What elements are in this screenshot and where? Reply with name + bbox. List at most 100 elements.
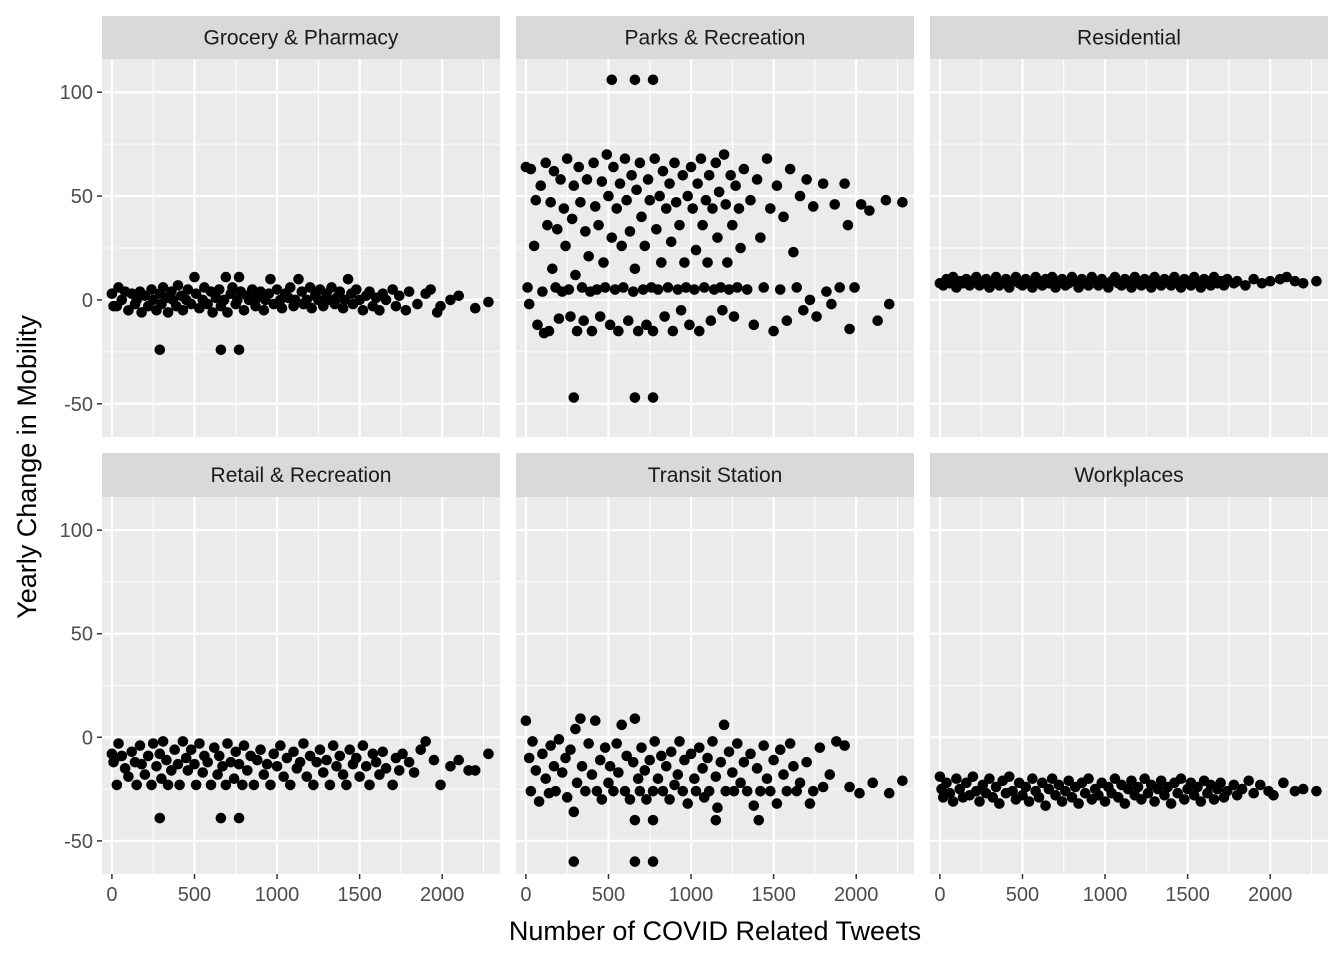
- data-point: [689, 284, 700, 295]
- data-point: [469, 302, 481, 314]
- data-point: [342, 273, 354, 285]
- data-point: [380, 294, 392, 306]
- x-tick-label: 0: [934, 884, 945, 906]
- data-point: [1248, 787, 1259, 799]
- data-point: [583, 738, 594, 749]
- data-point: [849, 282, 860, 293]
- data-point: [656, 257, 667, 268]
- data-point: [1046, 773, 1058, 785]
- data-point: [614, 178, 626, 189]
- data-point: [700, 194, 712, 206]
- data-point: [284, 779, 296, 791]
- data-point: [774, 744, 786, 756]
- data-point: [727, 219, 738, 231]
- data-point: [251, 754, 263, 766]
- data-point: [568, 392, 580, 403]
- data-point: [1132, 781, 1144, 793]
- data-point: [233, 344, 245, 356]
- data-point: [317, 767, 329, 778]
- data-point: [735, 777, 746, 789]
- data-point: [880, 194, 892, 206]
- data-point: [695, 153, 707, 164]
- data-point: [177, 736, 189, 747]
- data-point: [1215, 777, 1226, 789]
- data-point: [656, 750, 667, 762]
- data-point: [758, 740, 770, 751]
- data-point: [834, 282, 845, 293]
- data-point: [674, 736, 685, 747]
- data-point: [649, 736, 661, 747]
- data-point: [629, 814, 641, 826]
- data-point: [142, 750, 154, 762]
- data-point: [1159, 789, 1170, 801]
- data-point: [575, 713, 586, 724]
- data-point: [341, 779, 352, 791]
- data-point: [548, 165, 560, 177]
- data-point: [190, 779, 202, 791]
- data-point: [380, 763, 392, 774]
- data-point: [177, 305, 189, 316]
- data-point: [293, 273, 304, 285]
- facet-strip: [516, 16, 914, 59]
- data-point: [745, 194, 756, 206]
- data-point: [727, 767, 738, 778]
- facet-panel: Workplaces 0 500 1000 1500 2000: [930, 453, 1328, 906]
- data-point: [755, 785, 766, 797]
- data-point: [357, 740, 369, 751]
- data-point: [327, 740, 339, 751]
- data-point: [530, 765, 542, 776]
- data-point: [215, 344, 227, 356]
- data-point: [523, 298, 535, 310]
- data-point: [669, 779, 680, 791]
- data-point: [161, 754, 172, 766]
- data-point: [1073, 798, 1084, 809]
- data-point: [194, 738, 205, 749]
- data-point: [571, 777, 583, 789]
- data-point: [970, 271, 982, 283]
- data-point: [304, 750, 316, 762]
- data-point: [609, 284, 621, 295]
- data-point: [954, 783, 966, 795]
- data-point: [1099, 796, 1111, 807]
- data-point: [604, 760, 616, 772]
- data-point: [692, 178, 703, 189]
- data-point: [1139, 773, 1150, 785]
- data-point: [151, 760, 162, 772]
- data-point: [647, 392, 659, 403]
- data-point: [745, 748, 756, 760]
- data-point: [331, 760, 342, 772]
- data-point: [123, 771, 134, 782]
- data-point: [1027, 282, 1038, 293]
- data-point: [154, 748, 166, 760]
- data-point: [844, 323, 855, 335]
- data-point: [941, 777, 952, 789]
- data-point: [702, 257, 713, 268]
- data-point: [883, 787, 895, 799]
- data-point: [774, 284, 786, 295]
- data-point: [720, 199, 732, 210]
- data-point: [275, 740, 286, 751]
- data-point: [301, 771, 313, 782]
- data-point: [591, 785, 603, 797]
- data-point: [586, 769, 598, 780]
- data-point: [237, 779, 248, 791]
- data-point: [213, 750, 225, 762]
- data-point: [715, 282, 727, 293]
- data-point: [525, 785, 537, 797]
- data-point: [596, 176, 608, 187]
- data-point: [664, 178, 675, 189]
- data-point: [629, 392, 641, 403]
- facet-strip: [102, 453, 500, 497]
- data-point: [351, 752, 362, 764]
- data-point: [1228, 779, 1240, 791]
- data-point: [728, 785, 740, 797]
- data-point: [563, 284, 575, 295]
- data-point: [271, 284, 283, 295]
- data-point: [791, 785, 803, 797]
- data-point: [351, 284, 362, 295]
- data-point: [608, 785, 619, 797]
- data-point: [675, 305, 687, 316]
- data-point: [301, 294, 313, 306]
- data-point: [685, 161, 697, 173]
- data-point: [189, 271, 200, 283]
